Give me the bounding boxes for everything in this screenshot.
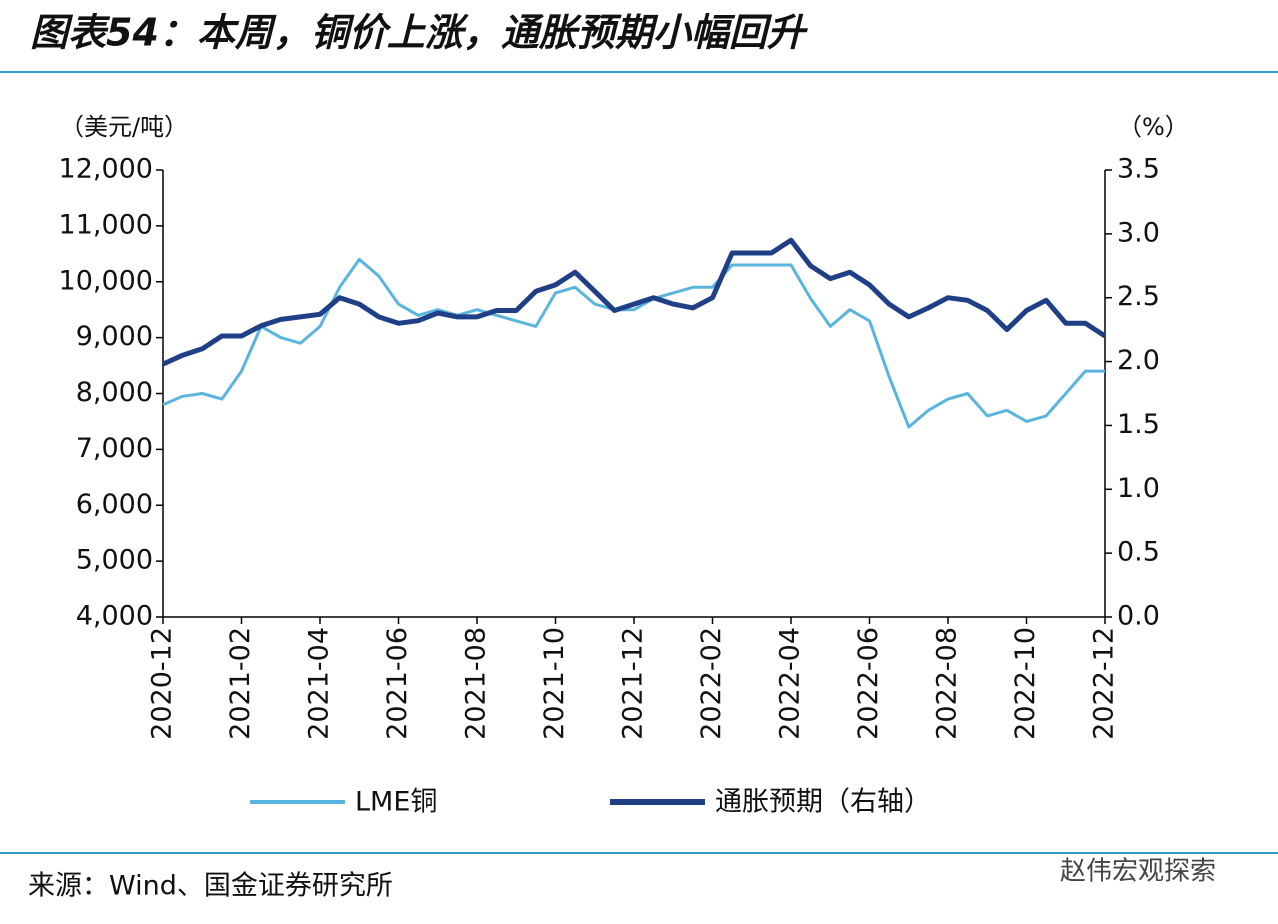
y2-tick-label: 1.0 bbox=[1117, 473, 1160, 504]
x-tick-label: 2021-12 bbox=[618, 627, 649, 740]
y-tick-label: 6,000 bbox=[76, 489, 153, 520]
x-tick-label: 2022-10 bbox=[1010, 627, 1041, 740]
y2-axis-label: （%） bbox=[1118, 113, 1189, 141]
y2-tick-label: 2.0 bbox=[1117, 345, 1160, 376]
y-tick-label: 4,000 bbox=[76, 601, 153, 632]
x-tick-label: 2021-06 bbox=[382, 627, 413, 740]
legend-label: LME铜 bbox=[355, 787, 437, 818]
watermark: 赵伟宏观探索 bbox=[1060, 857, 1216, 887]
y-tick-label: 5,000 bbox=[76, 545, 153, 576]
x-tick-label: 2021-10 bbox=[539, 627, 570, 740]
y-tick-label: 9,000 bbox=[76, 321, 153, 352]
y2-tick-label: 3.0 bbox=[1117, 217, 1160, 248]
y-axis-label: （美元/吨） bbox=[60, 113, 188, 141]
x-tick-label: 2021-08 bbox=[461, 627, 492, 740]
x-tick-label: 2020-12 bbox=[147, 627, 178, 740]
y-tick-label: 10,000 bbox=[59, 265, 153, 296]
y-tick-label: 11,000 bbox=[59, 209, 153, 240]
y2-tick-label: 0.5 bbox=[1117, 537, 1160, 568]
chart-title: 图表54：本周，铜价上涨，通胀预期小幅回升 bbox=[30, 11, 809, 55]
x-tick-label: 2022-12 bbox=[1089, 627, 1120, 740]
source: 来源：Wind、国金证券研究所 bbox=[28, 871, 393, 902]
y2-tick-label: 0.0 bbox=[1117, 601, 1160, 632]
x-tick-label: 2022-04 bbox=[775, 627, 806, 740]
x-tick-label: 2021-04 bbox=[304, 627, 335, 740]
y2-tick-label: 2.5 bbox=[1117, 281, 1160, 312]
series-line bbox=[161, 237, 1107, 367]
x-tick-label: 2022-08 bbox=[932, 627, 963, 740]
y-tick-label: 8,000 bbox=[76, 377, 153, 408]
legend-label: 通胀预期（右轴） bbox=[715, 787, 931, 818]
x-tick-label: 2021-02 bbox=[225, 627, 256, 740]
y2-tick-label: 1.5 bbox=[1117, 409, 1160, 440]
y-tick-label: 7,000 bbox=[76, 433, 153, 464]
series-line bbox=[162, 257, 1105, 429]
x-tick-label: 2022-02 bbox=[696, 627, 727, 740]
y-tick-label: 12,000 bbox=[59, 154, 153, 185]
x-tick-label: 2022-06 bbox=[853, 627, 884, 740]
y2-tick-label: 3.5 bbox=[1117, 154, 1160, 185]
